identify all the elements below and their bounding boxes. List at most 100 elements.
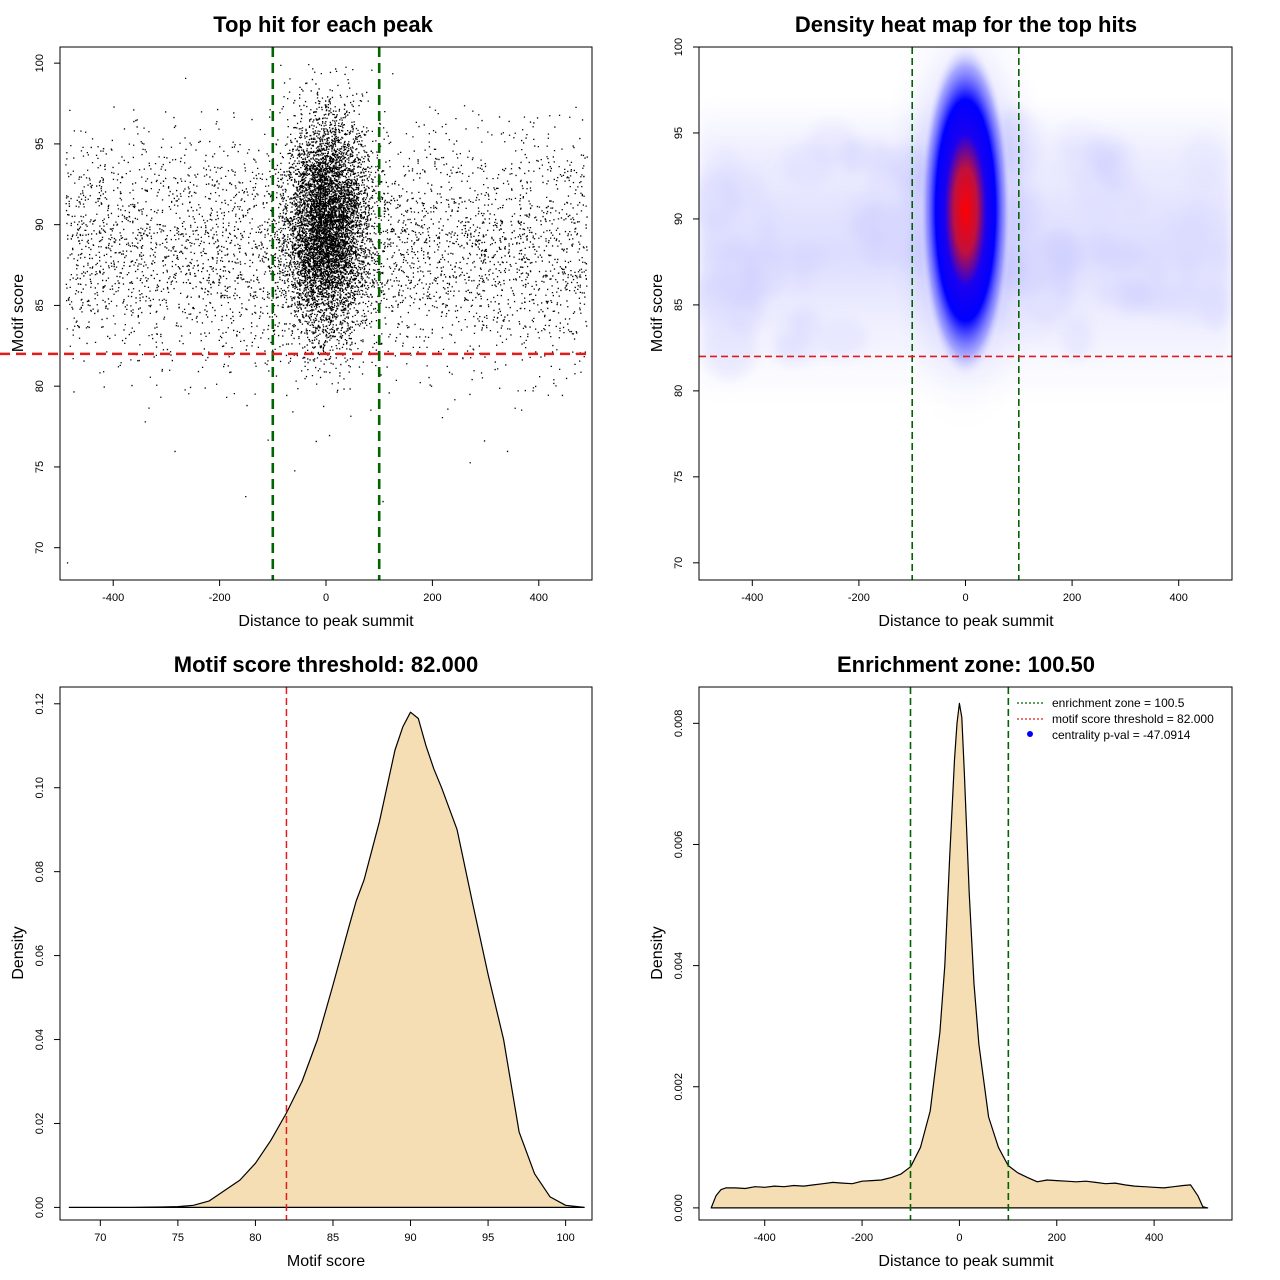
x-tick-label: 200 [1048,1232,1066,1244]
heatmap-blotch [1168,280,1208,327]
x-tick-label: 0 [962,592,968,604]
heatmap-blotch [1163,210,1193,243]
distance-density-curve [710,702,1209,1209]
heatmap-blotch [1140,261,1170,314]
y-tick-label: 75 [673,471,685,483]
heatmap-blotch [1182,131,1223,192]
heatmap-blotch [773,311,809,360]
y-tick-label: 90 [673,213,685,225]
distance-density-frame [698,686,1233,1221]
heatmap-plot-area [699,47,1232,580]
heatmap-blotch [744,244,788,299]
y-tick-label: 85 [673,299,685,311]
y-tick-label: 0.002 [673,1073,685,1101]
scatter-y-label: Motif score [10,274,27,352]
distance-density-y-axis: 0.000 0.002 0.004 0.006 0.008 [673,710,699,1222]
x-tick-label: 75 [172,1232,184,1244]
x-tick-label: -200 [851,1232,873,1244]
distance-density-y-label: Density [649,926,666,979]
y-tick-label: 95 [673,127,685,139]
score-density-title: Motif score threshold: 82.000 [174,652,478,677]
legend-centrality-label: centrality p-val = -47.0914 [1052,728,1191,742]
scatter-x-label: Distance to peak summit [238,613,414,630]
x-tick-label: 70 [94,1232,106,1244]
scatter-points [65,64,588,564]
heatmap-blotch [843,194,869,236]
x-tick-label: -400 [741,592,763,604]
y-tick-label: 75 [34,461,46,473]
heatmap-blotch [1061,314,1093,360]
panel-score-density: Motif score threshold: 82.000 70 75 80 85 90… [10,652,593,1270]
heatmap-blotch [1095,243,1147,273]
heatmap-blotch [702,314,757,380]
scatter-frame [59,46,593,581]
y-tick-label: 70 [673,557,685,569]
heatmap-blotch [1199,281,1230,330]
scatter-plot-area [0,47,592,580]
heatmap-blotch [840,138,864,175]
heatmap-frame [698,46,1233,581]
panel-scatter: Top hit for each peak -400 -200 0 200 400 70… [0,12,593,630]
score-density-x-axis: 70 75 80 85 90 95 100 [94,1220,575,1244]
y-tick-label: 0.12 [34,693,46,714]
x-tick-label: 0 [323,592,329,604]
heatmap-core [919,47,1012,381]
y-tick-label: 0.06 [34,945,46,966]
y-tick-label: 0.008 [673,710,685,738]
y-tick-label: 0.02 [34,1113,46,1134]
x-tick-label: 400 [530,592,548,604]
y-tick-label: 0.04 [34,1029,46,1050]
y-tick-label: 0.004 [673,952,685,980]
legend-centrality-point [1027,731,1033,737]
score-density-y-axis: 0.00 0.02 0.04 0.06 0.08 0.10 0.12 [34,693,60,1218]
score-density-x-label: Motif score [287,1253,365,1270]
y-tick-label: 0.10 [34,777,46,798]
x-tick-label: 200 [1063,592,1081,604]
distance-density-x-label: Distance to peak summit [878,1253,1054,1270]
heatmap-title: Density heat map for the top hits [795,12,1137,37]
heatmap-blotch [791,253,813,293]
x-tick-label: 80 [249,1232,261,1244]
x-tick-label: -400 [754,1232,776,1244]
y-tick-label: 0.006 [673,831,685,859]
heatmap-blotch [1055,255,1078,300]
distance-density-plot-area [710,687,1209,1220]
legend-threshold-label: motif score threshold = 82.000 [1052,712,1214,726]
heatmap-y-label: Motif score [649,274,666,352]
y-tick-label: 70 [34,542,46,554]
distance-density-title: Enrichment zone: 100.50 [837,652,1095,677]
heatmap-x-axis: -400 -200 0 200 400 [741,580,1188,604]
panel-heatmap: Density heat map for the top hits -400 -2… [649,12,1233,630]
score-density-plot-area [68,687,585,1220]
y-tick-label: 85 [34,299,46,311]
y-tick-label: 80 [34,380,46,392]
x-tick-label: 90 [404,1232,416,1244]
x-tick-label: 200 [423,592,441,604]
score-density-frame [59,686,593,1221]
x-tick-label: -400 [102,592,124,604]
scatter-y-axis: 70 75 80 85 90 95 100 [34,54,60,554]
x-tick-label: 100 [556,1232,574,1244]
y-tick-label: 90 [34,219,46,231]
y-tick-label: 100 [34,54,46,72]
scatter-title: Top hit for each peak [213,12,433,37]
y-tick-label: 100 [673,38,685,56]
y-tick-label: 0.08 [34,861,46,882]
score-density-curve [68,711,585,1208]
x-tick-label: 400 [1170,592,1188,604]
y-tick-label: 0.00 [34,1197,46,1218]
heatmap-blotch [1094,152,1126,196]
distance-density-x-axis: -400 -200 0 200 400 [754,1220,1163,1244]
distance-density-legend: enrichment zone = 100.5 motif score thre… [1017,696,1214,742]
x-tick-label: -200 [848,592,870,604]
heatmap-blotch [814,319,868,359]
heatmap-blotch [1097,276,1144,310]
panel-distance-density: Enrichment zone: 100.50 -400 -200 0 200 400 … [649,652,1233,1270]
x-tick-label: -200 [209,592,231,604]
heatmap-blotch [719,166,767,211]
legend-enrichment-zone-label: enrichment zone = 100.5 [1052,696,1185,710]
scatter-x-axis: -400 -200 0 200 400 [102,580,548,604]
heatmap-blotch [699,270,748,313]
heatmap-blotch [1119,177,1147,217]
